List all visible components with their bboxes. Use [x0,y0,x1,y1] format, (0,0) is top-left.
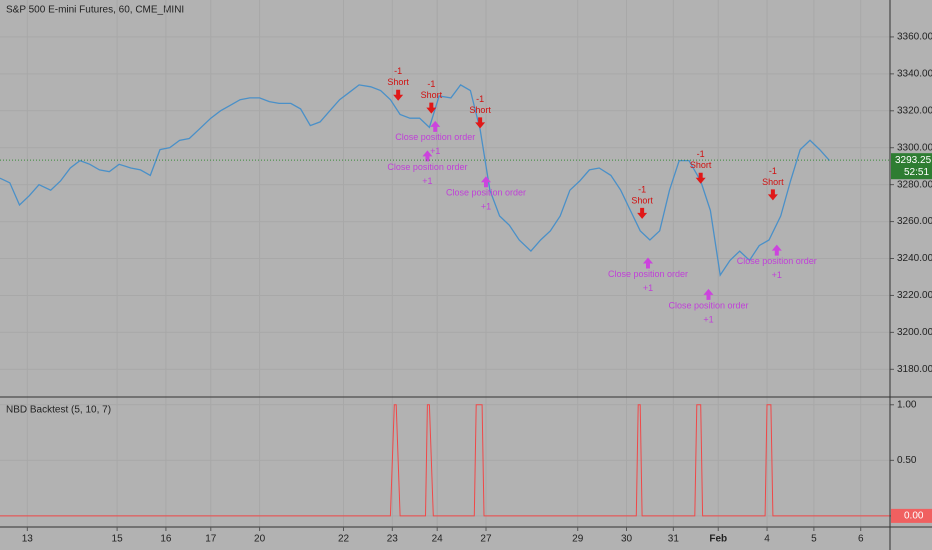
short-qty: -1 [638,184,646,194]
close-qty: +1 [643,283,653,293]
x-tick-label: 13 [22,534,34,545]
x-tick-label: Feb [709,534,727,545]
x-tick-label: 23 [387,534,399,545]
short-label: Short [469,105,491,115]
close-qty: +1 [430,146,440,156]
y-tick-label: 3200.00 [897,327,932,338]
close-label: Close position order [395,132,475,142]
y-tick-label: 0.50 [897,455,917,466]
y-tick-label: 3340.00 [897,69,932,80]
countdown-label: 52:51 [904,167,929,178]
y-tick-label: 3360.00 [897,32,932,43]
close-label: Close position order [608,269,688,279]
short-qty: -1 [394,66,402,76]
chart-title: S&P 500 E-mini Futures, 60, CME_MINI [6,5,184,16]
last-value-box [891,508,932,523]
x-tick-label: 27 [480,534,492,545]
short-arrow [767,189,778,201]
x-tick-label: 31 [668,534,680,545]
x-tick-label: 6 [858,534,864,545]
x-tick-label: 16 [160,534,172,545]
short-label: Short [421,90,443,100]
short-label: Short [631,195,653,205]
x-tick-label: 24 [432,534,444,545]
close-label: Close position order [446,188,526,198]
y-tick-label: 3280.00 [897,179,932,190]
close-arrow [703,288,714,300]
short-qty: -1 [697,149,705,159]
short-arrow [695,172,706,184]
indicator-title: NBD Backtest (5, 10, 7) [6,405,111,416]
y-tick-label: 3220.00 [897,290,932,301]
price-line [0,84,830,277]
x-tick-label: 22 [338,534,350,545]
short-label: Short [387,77,409,87]
x-tick-label: 17 [205,534,217,545]
short-qty: -1 [476,94,484,104]
y-tick-label: 1.00 [897,399,917,410]
last-price-box [891,153,932,180]
short-label: Short [690,160,712,170]
y-tick-label: 3260.00 [897,216,932,227]
close-qty: +1 [703,314,713,324]
x-tick-label: 30 [621,534,633,545]
close-label: Close position order [668,300,748,310]
x-tick-label: 5 [811,534,817,545]
y-tick-label: 3240.00 [897,253,932,264]
close-arrow [642,257,653,269]
close-qty: +1 [422,176,432,186]
y-tick-label: 3300.00 [897,142,932,153]
short-arrow [426,102,437,114]
short-arrow [475,117,486,129]
close-arrow [422,150,433,162]
last-price-label: 3293.25 [895,155,932,166]
close-arrow [771,244,782,256]
short-arrow [393,89,404,101]
short-qty: -1 [427,79,435,89]
x-tick-label: 15 [112,534,124,545]
short-qty: -1 [769,166,777,176]
x-tick-label: 29 [572,534,584,545]
close-arrow [480,176,491,188]
price-line [0,404,890,517]
last-value-label: 0.00 [904,511,924,522]
x-tick-label: 20 [254,534,266,545]
x-tick-label: 4 [764,534,770,545]
close-label: Close position order [387,162,467,172]
short-label: Short [762,177,784,187]
close-qty: +1 [481,202,491,212]
close-label: Close position order [737,256,817,266]
short-arrow [637,207,648,219]
y-tick-label: 3320.00 [897,105,932,116]
close-arrow [430,120,441,132]
y-tick-label: 3180.00 [897,364,932,375]
close-qty: +1 [772,270,782,280]
